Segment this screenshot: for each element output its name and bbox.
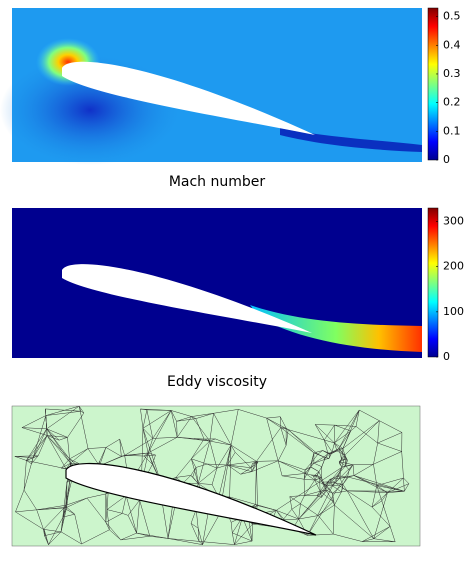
colorbar-tick-label: 0.2 <box>443 96 461 109</box>
mach-field <box>0 8 422 165</box>
colorbar-tick-label: 0.4 <box>443 38 461 51</box>
colorbar-tick-label: 200 <box>443 260 464 273</box>
caption: Eddy viscosity <box>167 374 267 390</box>
colorbar <box>428 208 438 357</box>
caption: Mach number <box>169 174 266 190</box>
eddy-field <box>12 208 422 358</box>
colorbar-tick-label: 100 <box>443 305 464 318</box>
colorbar-tick-label: 300 <box>443 215 464 228</box>
colorbar-tick-label: 0.1 <box>443 124 461 137</box>
colorbar-tick-label: 0.5 <box>443 10 461 23</box>
colorbar-tick-label: 0 <box>443 350 450 363</box>
mesh <box>12 406 420 546</box>
colorbar <box>428 8 438 160</box>
figure: Mach number Eddy viscosity 0 0.1 0.2 0.3 0.4… <box>0 0 464 557</box>
colorbar-tick-label: 0.3 <box>443 67 461 80</box>
colorbar-tick-label: 0 <box>443 153 450 166</box>
